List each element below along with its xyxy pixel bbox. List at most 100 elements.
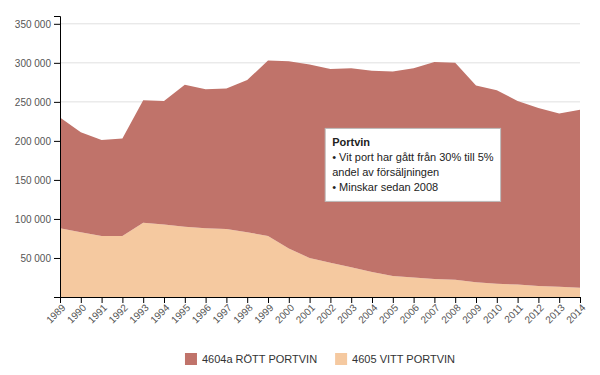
tick: 2002 (314, 297, 338, 325)
legend-item: 4604a RÖTT PORTVIN (185, 353, 317, 365)
tick: 1995 (169, 297, 193, 325)
tick: 1999 (252, 297, 276, 325)
tick-label: 200 000 (15, 136, 52, 147)
tick: 200 000 (15, 136, 60, 147)
tick: 150 000 (15, 175, 60, 186)
tick-mark (54, 180, 60, 181)
tick-label: 1998 (231, 302, 255, 326)
tick: 2011 (502, 297, 525, 325)
tick: 2004 (356, 297, 380, 325)
tick: 1991 (86, 297, 110, 325)
annotation-text: • Vit port har gått från 30% till 5% (332, 151, 494, 163)
tick-label: 2009 (460, 302, 484, 326)
tick-mark (497, 297, 498, 303)
tick-mark (518, 297, 519, 303)
tick: 1993 (127, 297, 151, 325)
tick-label: 50 000 (20, 253, 51, 264)
annotation-text: andel av försäljningen (332, 166, 439, 178)
tick-label: 1997 (210, 302, 234, 326)
annotation-text: • Minskar sedan 2008 (332, 181, 438, 193)
tick-label: 2012 (522, 302, 546, 326)
tick-label: 2013 (543, 302, 567, 326)
tick-mark (393, 297, 394, 303)
tick-label: 2008 (439, 302, 463, 326)
tick-label: 150 000 (15, 175, 52, 186)
legend-item: 4605 VITT PORTVIN (335, 353, 455, 365)
tick-mark (310, 297, 311, 303)
tick-mark (455, 297, 456, 303)
tick-mark (54, 102, 60, 103)
chart: 1989199019911992199319941995199619971998… (0, 0, 600, 375)
tick-label: 300 000 (15, 58, 52, 69)
areas (60, 60, 580, 297)
annotation-box (325, 128, 500, 201)
tick-label: 1996 (190, 302, 214, 326)
tick-mark (185, 297, 186, 303)
grid-line (60, 23, 580, 24)
legend: 4604a RÖTT PORTVIN 4605 VITT PORTVIN (185, 353, 455, 365)
tick-mark (54, 141, 60, 142)
tick-label: 2006 (398, 302, 422, 326)
plot: 1989199019911992199319941995199619971998… (15, 17, 588, 326)
tick: 1994 (148, 297, 172, 325)
tick-label: 1990 (65, 302, 89, 326)
tick: 1998 (231, 297, 255, 325)
tick-mark (434, 297, 435, 303)
legend-swatch (185, 353, 197, 365)
tick: 2013 (543, 297, 567, 325)
tick: 2008 (439, 297, 463, 325)
tick-label: 1994 (148, 302, 172, 326)
tick: 2005 (377, 297, 401, 325)
tick-mark (330, 297, 331, 303)
tick-label: 1993 (127, 302, 151, 326)
tick-label: 1995 (169, 302, 193, 326)
tick-mark (122, 297, 123, 303)
tick-mark (54, 258, 60, 259)
tick: 1996 (190, 297, 214, 325)
tick-label: 1991 (86, 302, 110, 326)
tick-label: 2011 (502, 302, 525, 325)
tick-label: 1999 (252, 302, 276, 326)
tick-label: 1992 (106, 302, 130, 326)
tick-mark (164, 297, 165, 303)
tick-label: 2014 (564, 302, 588, 326)
tick-mark (538, 297, 539, 303)
tick-label: 250 000 (15, 97, 52, 108)
tick-mark (81, 297, 82, 303)
tick: 100 000 (15, 214, 60, 225)
tick: 2000 (273, 297, 297, 325)
tick: 1989 (44, 297, 68, 325)
tick-mark (102, 297, 103, 303)
tick: 250 000 (15, 97, 60, 108)
tick-mark (247, 297, 248, 303)
tick-mark (54, 63, 60, 64)
grid-line (60, 62, 580, 63)
tick: 50 000 (20, 253, 60, 264)
tick-mark (372, 297, 373, 303)
tick: 1990 (65, 297, 89, 325)
tick: 2003 (335, 297, 359, 325)
tick: 2009 (460, 297, 484, 325)
tick-mark (54, 219, 60, 220)
tick-mark (54, 24, 60, 25)
tick-label: 100 000 (15, 214, 52, 225)
tick-mark (351, 297, 352, 303)
tick-mark (559, 297, 560, 303)
y-axis: 50 000 100 000 150 000 200 000 250 000 300 00… (15, 17, 61, 298)
tick-label: 2003 (335, 302, 359, 326)
annotation-title: Portvin (332, 136, 370, 148)
x-axis: 1989199019911992199319941995199619971998… (44, 297, 588, 325)
tick-mark (476, 297, 477, 303)
tick: 2012 (522, 297, 546, 325)
tick-mark (206, 297, 207, 303)
tick-label: 2000 (273, 302, 297, 326)
tick: 350 000 (15, 19, 60, 30)
tick-mark (289, 297, 290, 303)
tick-label: 2007 (418, 302, 442, 326)
tick-mark (580, 297, 581, 303)
tick-label: 2001 (294, 302, 318, 326)
legend-label: 4605 VITT PORTVIN (352, 353, 455, 365)
tick-label: 1989 (44, 302, 68, 326)
area (60, 60, 580, 287)
tick-label: 2010 (481, 302, 505, 326)
